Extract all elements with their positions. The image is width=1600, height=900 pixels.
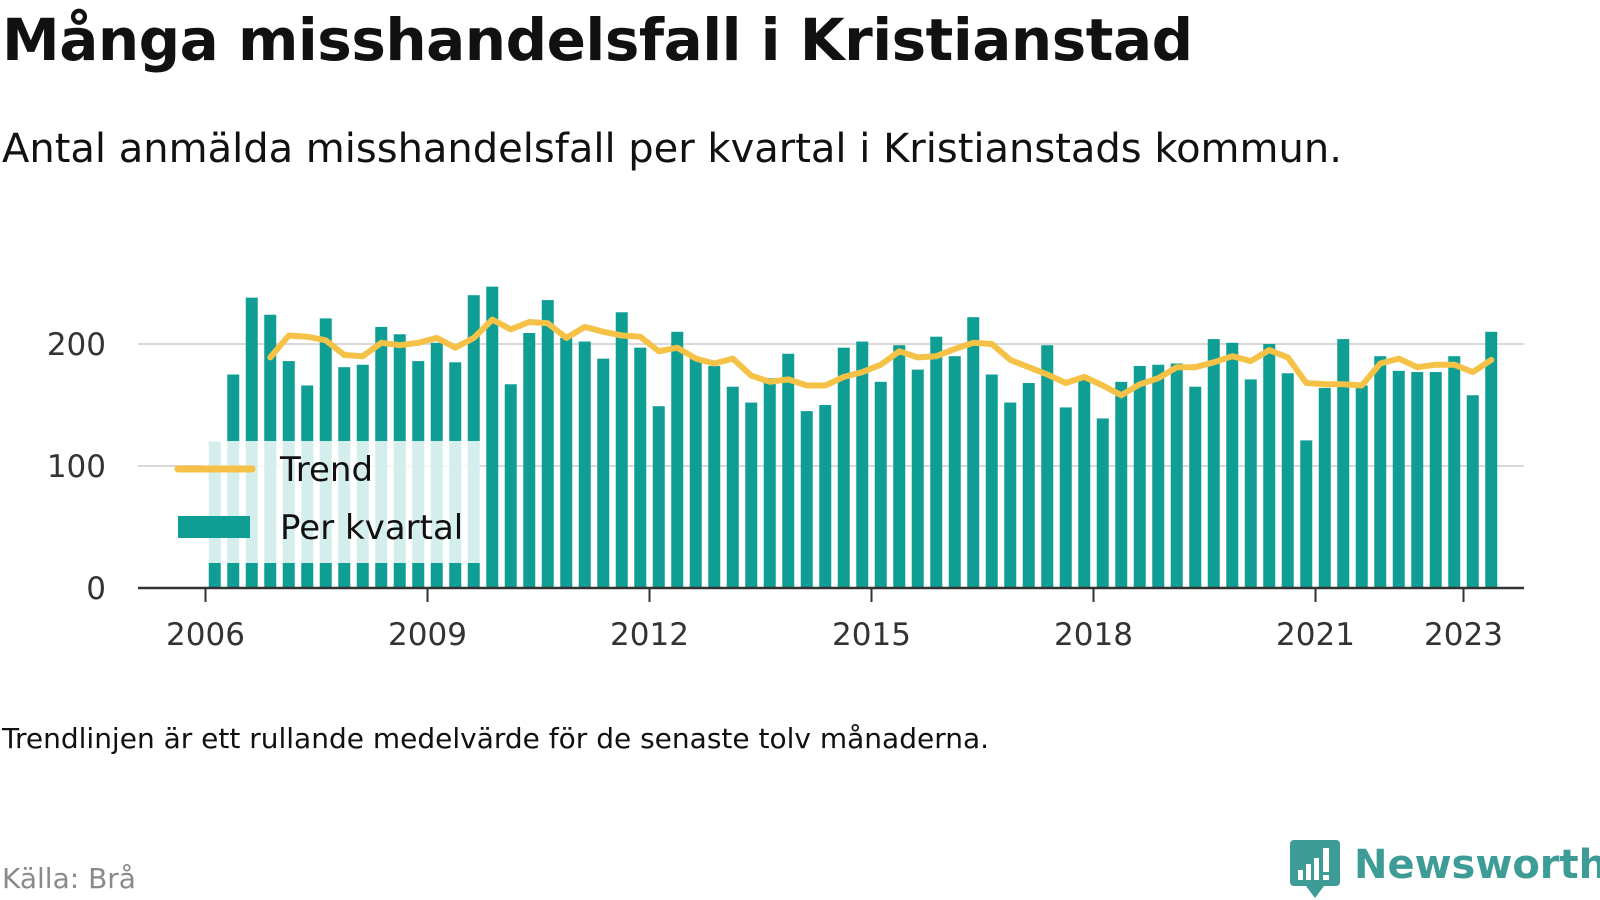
x-tick-label: 2018 — [1054, 617, 1133, 653]
chart-subtitle: Antal anmälda misshandelsfall per kvarta… — [2, 126, 1342, 172]
y-tick-label: 100 — [47, 449, 106, 485]
trend-line — [267, 316, 1495, 399]
bar — [560, 337, 573, 588]
bar — [911, 369, 924, 588]
bar — [819, 405, 832, 588]
x-tick-label: 2012 — [610, 617, 689, 653]
x-tick-label: 2006 — [166, 617, 245, 653]
brand-name: Newsworthy — [1354, 842, 1600, 888]
bar — [1448, 356, 1461, 588]
bar — [893, 345, 906, 588]
bar — [597, 358, 610, 588]
legend-trend-label: Trend — [279, 450, 373, 490]
bar — [671, 331, 684, 588]
x-tick-label: 2021 — [1276, 617, 1355, 653]
bar — [1355, 385, 1368, 588]
bar — [1133, 365, 1146, 588]
bar — [1485, 331, 1498, 588]
bar — [504, 384, 517, 588]
bar — [1374, 356, 1387, 588]
legend-background — [202, 441, 480, 563]
newsworthy-logo-icon — [1290, 840, 1340, 898]
bar — [1318, 387, 1331, 588]
bar — [708, 365, 721, 588]
bar — [1226, 342, 1239, 588]
brand: Newsworthy — [1290, 840, 1600, 900]
bar — [1078, 378, 1091, 588]
bar — [1300, 440, 1313, 588]
bar — [1263, 344, 1276, 588]
bar — [1041, 345, 1054, 588]
bar — [1152, 364, 1165, 588]
bar — [1115, 381, 1128, 588]
bar — [856, 341, 869, 588]
bar — [1096, 418, 1109, 588]
chart-area: 0 100 200 2006 2009 2012 2015 2018 2021 2023 Tren… — [47, 286, 1524, 653]
bar — [837, 347, 850, 588]
x-tick-label: 2009 — [388, 617, 467, 653]
bar — [1207, 339, 1220, 588]
axes: 0 100 200 2006 2009 2012 2015 2018 2021 2023 — [47, 327, 1524, 653]
bar — [689, 357, 702, 588]
bar — [1466, 395, 1479, 588]
bar — [523, 333, 536, 588]
x-tick-label: 2023 — [1424, 617, 1503, 653]
bar — [1392, 370, 1405, 588]
bar — [1004, 402, 1017, 588]
chart-title: Många misshandelsfall i Kristianstad — [2, 6, 1193, 74]
bar — [1411, 372, 1424, 588]
bar — [578, 341, 591, 588]
bar — [800, 411, 813, 588]
bar — [782, 353, 795, 588]
bar — [745, 402, 758, 588]
bar — [541, 300, 554, 588]
bar — [763, 378, 776, 588]
x-tick-label: 2015 — [832, 617, 911, 653]
bar — [930, 336, 943, 588]
footnote: Trendlinjen är ett rullande medelvärde f… — [2, 722, 990, 755]
bar — [486, 286, 499, 588]
bar — [1244, 379, 1257, 588]
source-label: Källa: Brå — [2, 862, 136, 895]
bar — [615, 312, 628, 588]
bar — [985, 374, 998, 588]
bar — [1337, 339, 1350, 588]
bar — [1281, 373, 1294, 588]
bar — [1059, 407, 1072, 588]
bar — [1170, 363, 1183, 588]
bar — [634, 347, 647, 588]
bar — [874, 381, 887, 588]
legend: Trend Per kvartal — [174, 441, 480, 563]
bar — [967, 317, 980, 588]
bar — [726, 386, 739, 588]
bar — [652, 406, 665, 588]
bar — [1189, 386, 1202, 588]
y-tick-label: 0 — [86, 571, 106, 607]
legend-bar-swatch — [178, 516, 250, 538]
trend-line-layer — [267, 316, 1495, 399]
bar — [1429, 372, 1442, 588]
legend-bar-label: Per kvartal — [280, 508, 463, 548]
y-tick-label: 200 — [47, 327, 106, 363]
bar — [1022, 383, 1035, 588]
bar — [948, 356, 961, 588]
